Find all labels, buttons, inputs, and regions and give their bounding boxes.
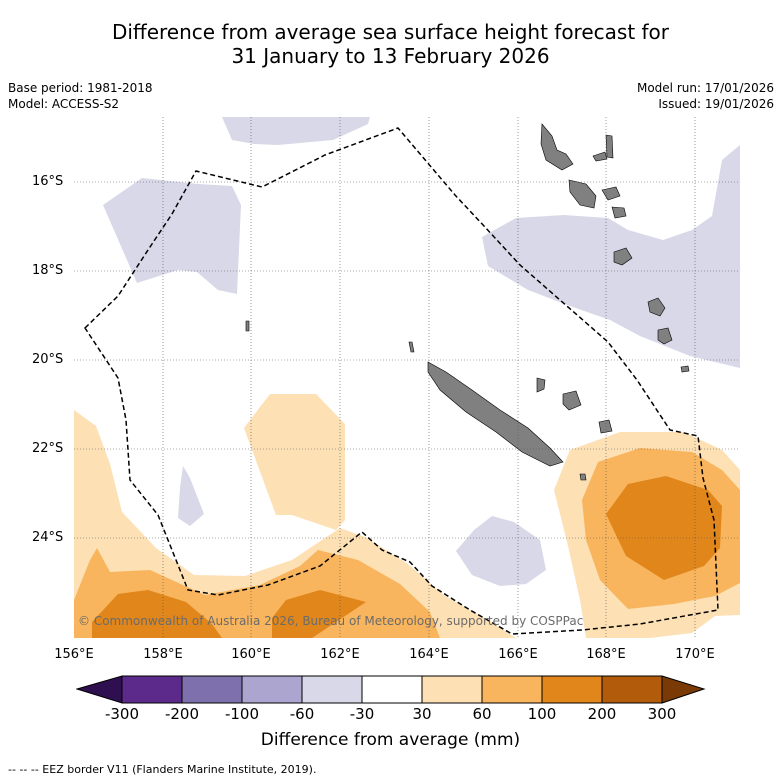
negative-anomaly-area-west	[103, 178, 241, 294]
loyalty-island-1	[562, 390, 582, 411]
colorbar-low-extension	[76, 675, 123, 704]
colorbar-bin	[541, 675, 603, 704]
colorbar-tick: -200	[164, 705, 200, 723]
lon-label: 166°E	[498, 647, 538, 662]
colorbar-tick: -60	[289, 705, 315, 723]
positive-anomaly-area-central	[244, 394, 345, 530]
loyalty-island-2	[598, 419, 613, 434]
positive-anomaly-high-central	[272, 590, 366, 638]
colorbar-tick: 100	[527, 705, 557, 723]
lat-label: 24°S	[32, 530, 64, 545]
vanuatu-tanna	[657, 327, 673, 345]
small-reef-2	[408, 341, 415, 353]
colorbar-bin	[121, 675, 183, 704]
lat-label: 20°S	[32, 352, 64, 367]
colorbar-tick: 200	[587, 705, 617, 723]
colorbar-bin	[361, 675, 423, 704]
model-name: Model: ACCESS-S2	[8, 97, 120, 111]
colorbar-tick: -300	[104, 705, 140, 723]
colorbar-tick: 30	[412, 705, 432, 723]
lat-label: 18°S	[32, 263, 64, 278]
lon-label: 168°E	[586, 647, 626, 662]
chart-title-line1: Difference from average sea surface heig…	[111, 20, 670, 44]
issued-date: Issued: 19/01/2026	[658, 97, 774, 111]
colorbar-bin	[421, 675, 483, 704]
negative-anomaly-area-small	[178, 466, 204, 526]
lon-label: 158°E	[143, 647, 183, 662]
copyright-credit: © Commonwealth of Australia 2026, Bureau…	[78, 614, 584, 628]
small-reef-3	[579, 473, 587, 481]
vanuatu-small-island-4	[611, 206, 627, 219]
positive-anomaly-area-southwest	[74, 410, 516, 638]
colorbar-bin	[481, 675, 543, 704]
vanuatu-efate	[613, 247, 633, 266]
colorbar-tick: 300	[647, 705, 677, 723]
lon-label: 156°E	[54, 647, 94, 662]
vanuatu-erromango	[647, 297, 666, 317]
chart-title-line2: 31 January to 13 February 2026	[231, 44, 550, 68]
colorbar-bin	[241, 675, 303, 704]
negative-anomaly-area-north	[222, 117, 370, 145]
lon-label: 162°E	[320, 647, 360, 662]
vanuatu-small-island-2	[605, 134, 614, 159]
loyalty-island-3	[536, 377, 546, 393]
lat-label: 22°S	[32, 441, 64, 456]
vanuatu-malekula	[568, 179, 597, 209]
lon-label: 164°E	[409, 647, 449, 662]
negative-anomaly-area-south	[456, 516, 546, 586]
base-period: Base period: 1981-2018	[8, 81, 153, 95]
colorbar-tick: -30	[349, 705, 375, 723]
lat-label: 16°S	[32, 174, 64, 189]
colorbar-high-extension	[661, 675, 706, 704]
colorbar	[76, 675, 706, 704]
vanuatu-small-island-1	[592, 151, 608, 162]
vanuatu-espiritu-santo	[540, 123, 574, 171]
positive-anomaly-high-southwest	[92, 590, 222, 638]
colorbar-label: Difference from average (mm)	[260, 730, 521, 750]
lon-label: 160°E	[231, 647, 271, 662]
graticule	[74, 117, 740, 638]
vanuatu-aneityum	[680, 365, 690, 373]
model-run: Model run: 17/01/2026	[636, 81, 774, 95]
colorbar-bin	[181, 675, 243, 704]
lon-label: 170°E	[675, 647, 715, 662]
vanuatu-small-island-3	[601, 186, 621, 201]
negative-anomaly-area-east	[482, 145, 740, 368]
colorbar-tick: -100	[224, 705, 260, 723]
new-caledonia-island	[427, 361, 564, 467]
eez-border	[84, 127, 719, 635]
colorbar-tick: 60	[472, 705, 492, 723]
positive-anomaly-high-southeast	[606, 476, 722, 580]
colorbar-bin	[301, 675, 363, 704]
small-reef-1	[245, 320, 250, 332]
colorbar-bin	[601, 675, 663, 704]
eez-legend-note: -- -- -- EEZ border V11 (Flanders Marine…	[8, 763, 317, 776]
